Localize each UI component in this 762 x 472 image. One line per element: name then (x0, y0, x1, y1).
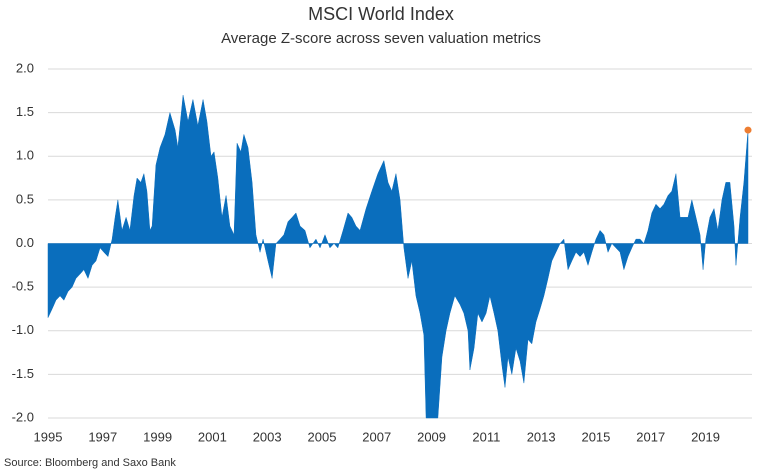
y-tick-label: 0.5 (16, 191, 34, 206)
y-tick-label: 1.5 (16, 104, 34, 119)
x-tick-label: 2009 (417, 429, 446, 444)
x-tick-label: 2019 (691, 429, 720, 444)
x-tick-label: 1995 (34, 429, 63, 444)
x-tick-label: 2005 (308, 429, 337, 444)
y-tick-label: -1.0 (12, 322, 34, 337)
y-tick-label: -2.0 (12, 409, 34, 424)
last-point (744, 126, 752, 134)
x-tick-label: 2013 (527, 429, 556, 444)
x-tick-label: 1997 (88, 429, 117, 444)
x-tick-label: 2015 (581, 429, 610, 444)
y-tick-label: 1.0 (16, 148, 34, 163)
y-tick-label: -0.5 (12, 279, 34, 294)
source-note: Source: Bloomberg and Saxo Bank (4, 457, 176, 469)
x-tick-label: 1999 (143, 429, 172, 444)
y-tick-label: 2.0 (16, 60, 34, 75)
x-tick-label: 2017 (636, 429, 665, 444)
chart-subtitle: Average Z-score across seven valuation m… (221, 30, 541, 47)
x-tick-label: 2003 (253, 429, 282, 444)
chart-title: MSCI World Index (308, 4, 454, 24)
x-tick-label: 2011 (472, 429, 500, 444)
y-tick-label: 0.0 (16, 235, 34, 250)
x-tick-label: 2007 (362, 429, 391, 444)
area (47, 95, 749, 419)
x-tick-label: 2001 (198, 429, 227, 444)
y-tick-label: -1.5 (12, 366, 34, 381)
